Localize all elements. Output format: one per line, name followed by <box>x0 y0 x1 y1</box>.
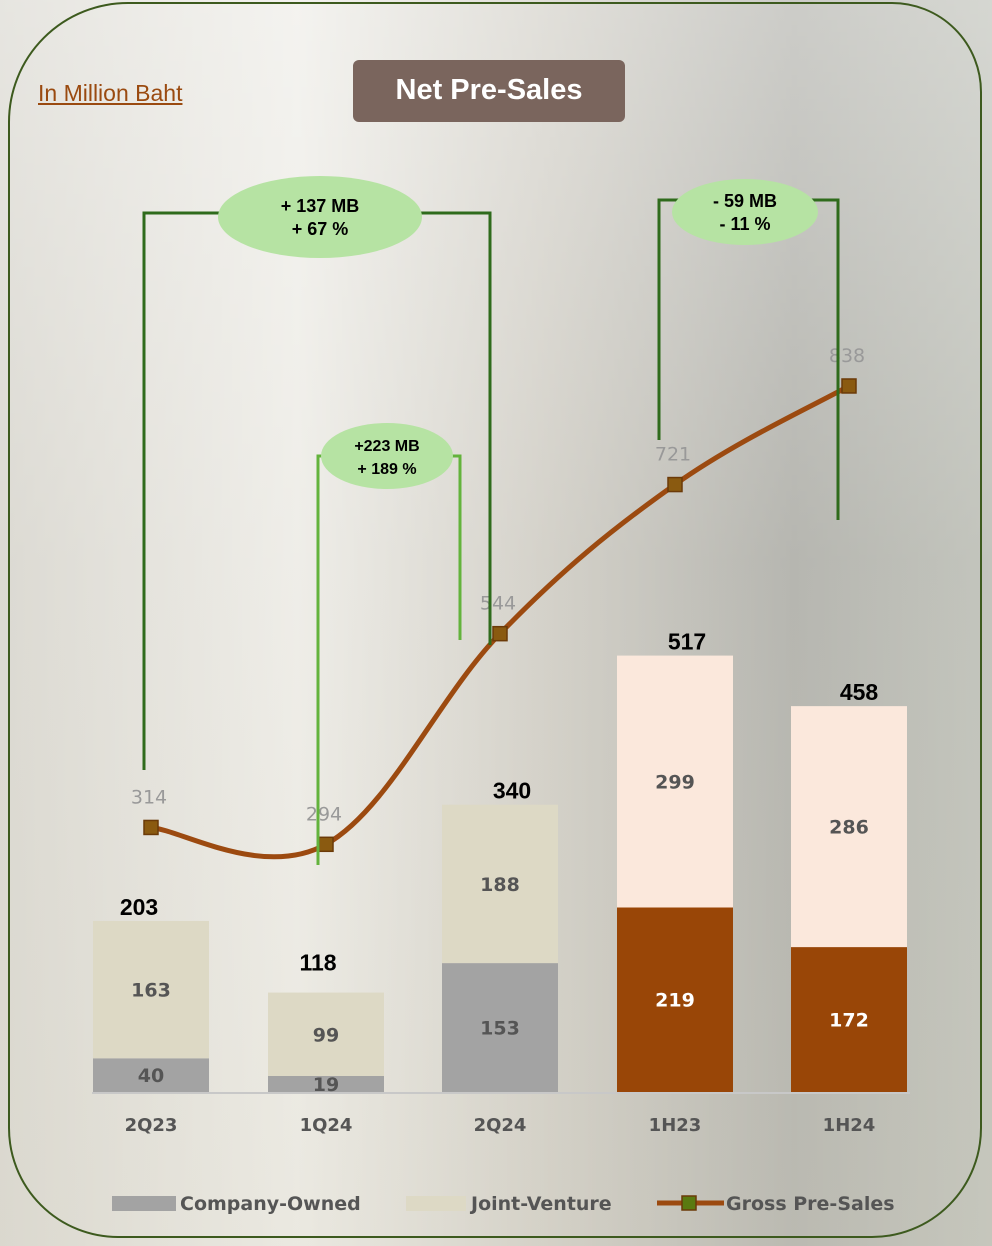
bar-company-owned-1H23 <box>617 907 733 1092</box>
x-tick-1Q24: 1Q24 <box>300 1115 353 1136</box>
bar-joint-venture-1H23 <box>617 655 733 908</box>
bar-company-owned-2Q24 <box>442 963 558 1092</box>
label-company-owned-2Q24: 153 <box>480 1018 520 1040</box>
legend-label-joint-venture: Joint-Venture <box>469 1193 612 1215</box>
legend-label-company-owned: Company-Owned <box>180 1193 361 1215</box>
x-tick-2Q24: 2Q24 <box>474 1115 527 1136</box>
bar-joint-venture-1Q24 <box>268 992 384 1076</box>
legend-marker-gross-pre-sales <box>681 1195 697 1211</box>
unit-label: In Million Baht <box>38 80 183 106</box>
bar-company-owned-2Q23 <box>93 1058 209 1092</box>
comparison-change-mb-2: +223 MB <box>354 438 419 455</box>
legend-swatch-joint-venture <box>406 1196 466 1211</box>
label-joint-venture-1H23: 299 <box>655 772 695 794</box>
total-label-1H24: 458 <box>840 679 879 705</box>
comparison-change-mb-3: - 59 MB <box>713 191 777 211</box>
comparison-change-pct-2: + 189 % <box>357 461 416 478</box>
x-tick-2Q23: 2Q23 <box>125 1115 178 1136</box>
label-company-owned-1H23: 219 <box>655 990 695 1012</box>
comparison-bubble-3 <box>672 179 818 245</box>
gross-value-1H24: 838 <box>829 345 865 367</box>
gross-value-1H23: 721 <box>655 444 691 466</box>
gross-point-2Q23 <box>143 819 159 836</box>
gross-point-2Q24 <box>492 625 508 642</box>
label-joint-venture-2Q23: 163 <box>131 980 171 1002</box>
bar-joint-venture-1H24 <box>791 706 907 948</box>
gross-point-1H24 <box>841 378 857 394</box>
x-tick-1H24: 1H24 <box>823 1115 876 1136</box>
label-company-owned-1H24: 172 <box>829 1010 869 1032</box>
x-tick-1H23: 1H23 <box>649 1115 702 1136</box>
comparison-bubble-2 <box>321 423 453 489</box>
bar-joint-venture-2Q23 <box>93 920 209 1059</box>
bar-company-owned-1H24 <box>791 947 907 1092</box>
total-label-2Q23: 203 <box>120 894 158 920</box>
label-company-owned-2Q23: 40 <box>138 1065 164 1087</box>
total-label-2Q24: 340 <box>493 778 531 804</box>
total-label-1H23: 517 <box>668 629 706 655</box>
bar-company-owned-1Q24 <box>268 1075 384 1092</box>
label-company-owned-1Q24: 19 <box>313 1074 339 1096</box>
label-joint-venture-1H24: 286 <box>829 817 869 839</box>
label-joint-venture-2Q24: 188 <box>480 874 520 896</box>
total-label-1Q24: 118 <box>299 950 336 976</box>
label-joint-venture-1Q24: 99 <box>313 1024 339 1046</box>
gross-value-2Q23: 314 <box>131 786 167 808</box>
comparison-change-pct-1: + 67 % <box>292 219 349 239</box>
comparison-change-pct-3: - 11 % <box>719 214 770 234</box>
comparison-change-mb-1: + 137 MB <box>281 196 360 216</box>
legend-label-gross-pre-sales: Gross Pre-Sales <box>726 1193 895 1215</box>
gross-point-1H23 <box>667 476 683 493</box>
comparison-bracket-3 <box>657 198 840 520</box>
chart-title: Net Pre-Sales <box>353 60 625 122</box>
chart-frame <box>8 2 982 1238</box>
gross-point-1Q24 <box>318 836 334 853</box>
legend-swatch-company-owned <box>112 1196 176 1211</box>
comparison-bubble-1 <box>218 176 422 258</box>
gross-value-2Q24: 544 <box>480 593 516 615</box>
gross-value-1Q24: 294 <box>306 803 342 825</box>
bar-joint-venture-2Q24 <box>442 804 558 964</box>
